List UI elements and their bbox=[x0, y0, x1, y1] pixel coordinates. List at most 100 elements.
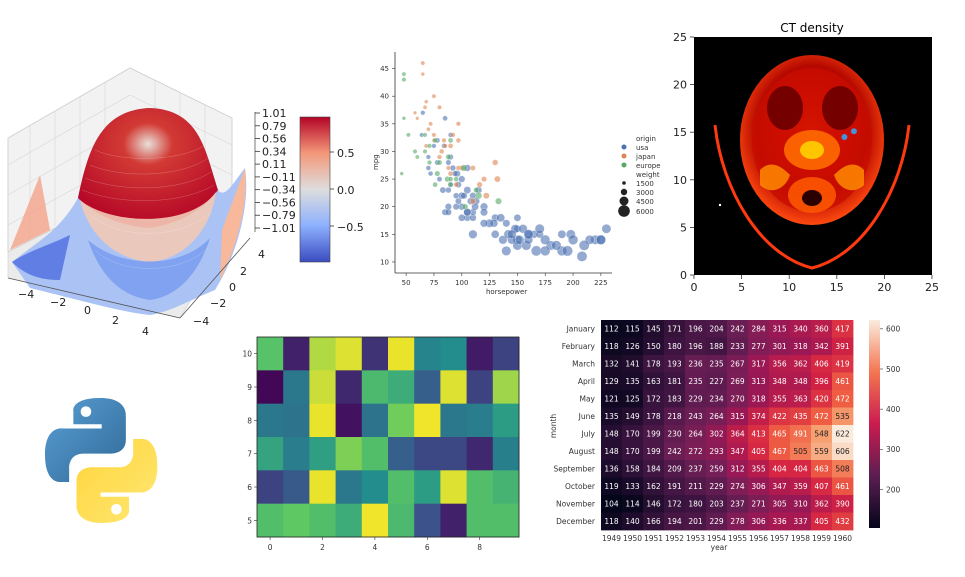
flights-cell bbox=[601, 337, 623, 356]
flights-cell-label: 104 bbox=[604, 500, 619, 509]
scatter-point-europe bbox=[401, 77, 407, 82]
flights-cell-label: 229 bbox=[688, 395, 703, 404]
flights-cell-label: 312 bbox=[730, 465, 745, 474]
flights-cell-label: 396 bbox=[814, 377, 829, 386]
flights-cell-label: 158 bbox=[625, 465, 640, 474]
ct-ytick: 15 bbox=[673, 126, 687, 139]
scatter-xlabel: horsepower bbox=[486, 288, 527, 296]
flights-cell-label: 465 bbox=[772, 430, 787, 439]
legend-title-origin: origin bbox=[636, 135, 656, 143]
flights-row-label: April bbox=[578, 377, 595, 386]
flights-cell-label: 293 bbox=[709, 447, 724, 456]
flights-cell bbox=[643, 495, 665, 513]
flights-row-label: February bbox=[562, 342, 596, 351]
flights-cell bbox=[706, 460, 728, 478]
viridis-cell bbox=[335, 470, 363, 505]
flights-cell-label: 125 bbox=[625, 395, 640, 404]
legend-label-usa: usa bbox=[636, 144, 648, 152]
flights-cell bbox=[601, 390, 623, 408]
flights-cell bbox=[727, 442, 749, 461]
flights-col-label: 1957 bbox=[770, 534, 789, 543]
flights-row-labels: January February March April May June July Augu… bbox=[554, 325, 596, 527]
scatter-point-europe bbox=[453, 176, 459, 182]
flights-cell-label: 188 bbox=[709, 342, 724, 351]
flights-cell-label: 422 bbox=[772, 412, 787, 421]
flights-cell bbox=[706, 425, 728, 443]
surface-ztick-label: −1.01 bbox=[262, 222, 296, 235]
flights-col-label: 1952 bbox=[665, 534, 684, 543]
flights-cell bbox=[643, 407, 665, 426]
flights-cell-label: 363 bbox=[793, 395, 808, 404]
flights-cell bbox=[685, 495, 707, 513]
viridis-cell bbox=[361, 470, 389, 505]
scatter-xtick: 225 bbox=[594, 279, 607, 287]
flights-cell-label: 472 bbox=[835, 395, 850, 404]
scatter-point-europe bbox=[460, 164, 468, 172]
viridis-heatmap: 0 2 4 6 8 10 9 8 7 6 5 bbox=[242, 336, 520, 552]
scatter-point-usa bbox=[578, 240, 590, 251]
legend-size-marker bbox=[622, 181, 626, 185]
viridis-cell bbox=[309, 337, 336, 371]
ct-xtick: 10 bbox=[782, 281, 796, 294]
viridis-cell bbox=[466, 437, 494, 471]
flights-cell-label: 236 bbox=[688, 360, 703, 369]
flights-cell bbox=[790, 337, 812, 356]
flights-cell bbox=[727, 390, 749, 408]
flights-cell bbox=[601, 512, 623, 531]
flights-cell-label: 181 bbox=[667, 377, 682, 386]
scatter-point-japan bbox=[442, 143, 448, 149]
flights-cell bbox=[790, 407, 812, 426]
flights-col-label: 1956 bbox=[749, 534, 768, 543]
flights-row-label: December bbox=[556, 517, 596, 526]
flights-cell bbox=[601, 425, 623, 443]
flights-cell bbox=[664, 372, 686, 391]
scatter-point-usa bbox=[458, 175, 466, 183]
scatter-point-usa bbox=[531, 245, 542, 257]
flights-cell bbox=[643, 320, 665, 338]
viridis-cell bbox=[283, 337, 310, 371]
viridis-cell bbox=[361, 503, 389, 538]
flights-cell bbox=[664, 320, 686, 338]
flights-cell bbox=[769, 477, 791, 496]
viridis-cell bbox=[257, 437, 284, 471]
ct-table-arc bbox=[713, 124, 911, 270]
flights-cell bbox=[601, 407, 623, 426]
flights-cell bbox=[664, 337, 686, 356]
flights-cell bbox=[769, 407, 791, 426]
flights-cell-label: 121 bbox=[604, 395, 619, 404]
surface-ztick-label: −0.34 bbox=[262, 184, 296, 197]
flights-cell bbox=[790, 390, 812, 408]
flights-cell bbox=[643, 390, 665, 408]
scatter-point-japan bbox=[441, 137, 447, 143]
flights-cell bbox=[622, 495, 644, 513]
viridis-cell bbox=[388, 403, 415, 438]
flights-cell bbox=[769, 495, 791, 513]
ct-xtick: 20 bbox=[877, 281, 891, 294]
surface-colorbar-tick: 0.5 bbox=[337, 147, 355, 160]
flights-cell-label: 318 bbox=[751, 395, 766, 404]
flights-colorbar bbox=[869, 320, 880, 528]
ct-ticks: 0 5 10 15 20 25 25 20 15 10 5 0 bbox=[673, 31, 939, 294]
flights-cell bbox=[706, 372, 728, 391]
flights-cell bbox=[790, 320, 812, 338]
viridis-cell bbox=[309, 437, 336, 471]
flights-cell-label: 132 bbox=[604, 360, 619, 369]
flights-cell bbox=[727, 477, 749, 496]
flights-colorbar-tick: 200 bbox=[886, 485, 901, 494]
flights-cell bbox=[769, 425, 791, 443]
viridis-cell bbox=[257, 370, 284, 405]
scatter-point-usa bbox=[523, 229, 534, 240]
flights-cell-label: 407 bbox=[814, 482, 829, 491]
flights-cell bbox=[790, 460, 812, 478]
flights-cell bbox=[622, 390, 644, 408]
flights-cell bbox=[685, 320, 707, 338]
scatter-point-europe bbox=[473, 187, 480, 193]
flights-cell bbox=[769, 372, 791, 391]
flights-cell bbox=[748, 442, 770, 461]
flights-col-label: 1959 bbox=[812, 534, 831, 543]
ct-ytick: 5 bbox=[680, 221, 687, 234]
flights-cell-label: 313 bbox=[751, 377, 766, 386]
flights-cell bbox=[622, 425, 644, 443]
surface-xtick: 4 bbox=[142, 325, 149, 338]
flights-col-label: 1949 bbox=[602, 534, 621, 543]
